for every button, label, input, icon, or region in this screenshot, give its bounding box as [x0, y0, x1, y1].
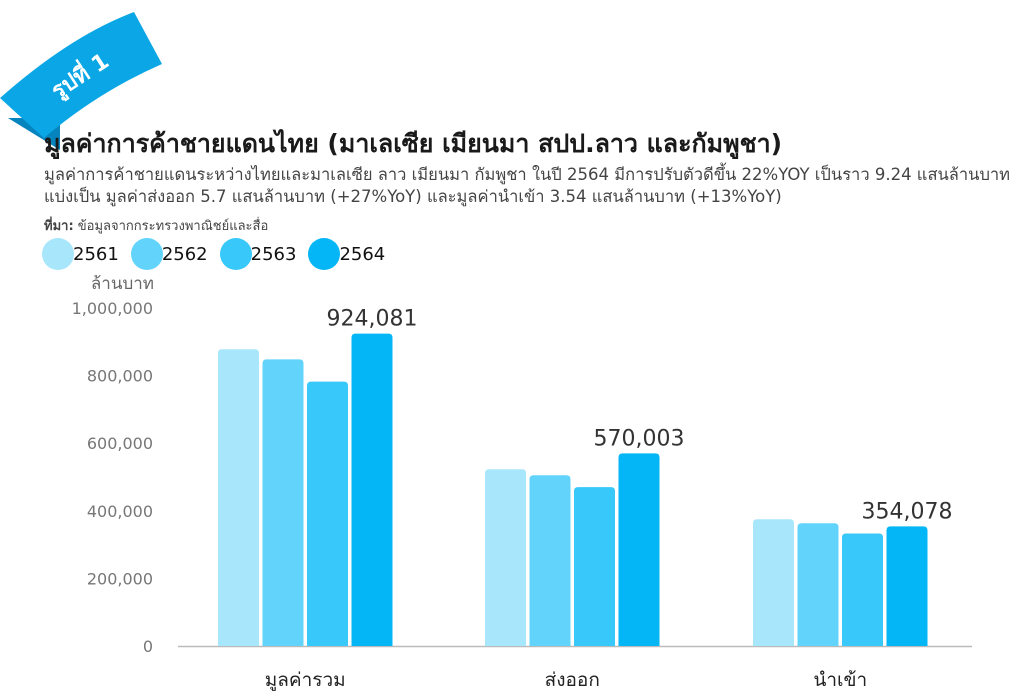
- bar-2561-0: [218, 349, 259, 646]
- bar-chart: ล้านบาท 0 200,000 400,000 600,000 800,000 1,00…: [72, 274, 972, 691]
- bar-2562-1: [529, 475, 571, 646]
- x-category-label: มูลค่ารวม: [265, 669, 346, 691]
- legend-swatch: [42, 238, 74, 270]
- data-label: 354,078: [862, 499, 953, 524]
- legend-item-2564: 2564: [308, 238, 385, 270]
- bar-2564-2: [886, 526, 928, 646]
- data-label: 570,003: [594, 426, 685, 451]
- bar-2562-2: [797, 523, 839, 646]
- y-tick-label: 400,000: [87, 502, 153, 521]
- y-tick-label: 1,000,000: [72, 299, 153, 318]
- bar-2562-0: [262, 359, 304, 646]
- legend-label: 2561: [73, 243, 119, 265]
- figure-badge-ribbon: รูปที่ 1: [0, 12, 162, 150]
- bar-2564-0: [351, 333, 393, 646]
- source-label: ที่มา:: [44, 219, 74, 234]
- legend-item-2561: 2561: [42, 238, 119, 270]
- y-tick-label: 200,000: [87, 569, 153, 588]
- bar-2561-1: [485, 469, 526, 646]
- y-tick-label: 600,000: [87, 434, 153, 453]
- bar-2563-0: [307, 381, 348, 646]
- bar-2564-1: [618, 453, 660, 646]
- legend-swatch: [308, 238, 341, 270]
- chart-legend: 2561 2562 2563 2564: [42, 238, 397, 270]
- legend-label: 2562: [161, 243, 208, 265]
- source-note: ที่มา: ข้อมูลจากกระทรวงพาณิชย์และสื่อ: [44, 215, 268, 236]
- legend-swatch: [130, 238, 163, 270]
- chart-title: มูลค่าการค้าชายแดนไทย (มาเลเซีย เมียนมา …: [44, 129, 783, 158]
- legend-swatch: [219, 238, 252, 270]
- x-category-label: ส่งออก: [545, 669, 600, 691]
- ribbon-body: [0, 12, 162, 138]
- y-axis-unit-label: ล้านบาท: [91, 274, 154, 294]
- y-tick-label: 0: [143, 637, 153, 656]
- legend-item-2563: 2563: [219, 238, 297, 270]
- chart-subtitle: มูลค่าการค้าชายแดนระหว่างไทยและมาเลเซีย …: [44, 165, 1011, 206]
- bar-2563-1: [574, 487, 615, 646]
- y-tick-label: 800,000: [87, 367, 153, 386]
- legend-label: 2564: [339, 243, 386, 265]
- bar-2563-2: [842, 533, 883, 646]
- data-label: 924,081: [327, 307, 418, 332]
- legend-label: 2563: [250, 243, 297, 265]
- source-text: ข้อมูลจากกระทรวงพาณิชย์และสื่อ: [73, 219, 269, 234]
- x-category-label: นำเข้า: [813, 669, 867, 691]
- bar-2561-2: [753, 519, 794, 646]
- legend-item-2562: 2562: [130, 238, 208, 270]
